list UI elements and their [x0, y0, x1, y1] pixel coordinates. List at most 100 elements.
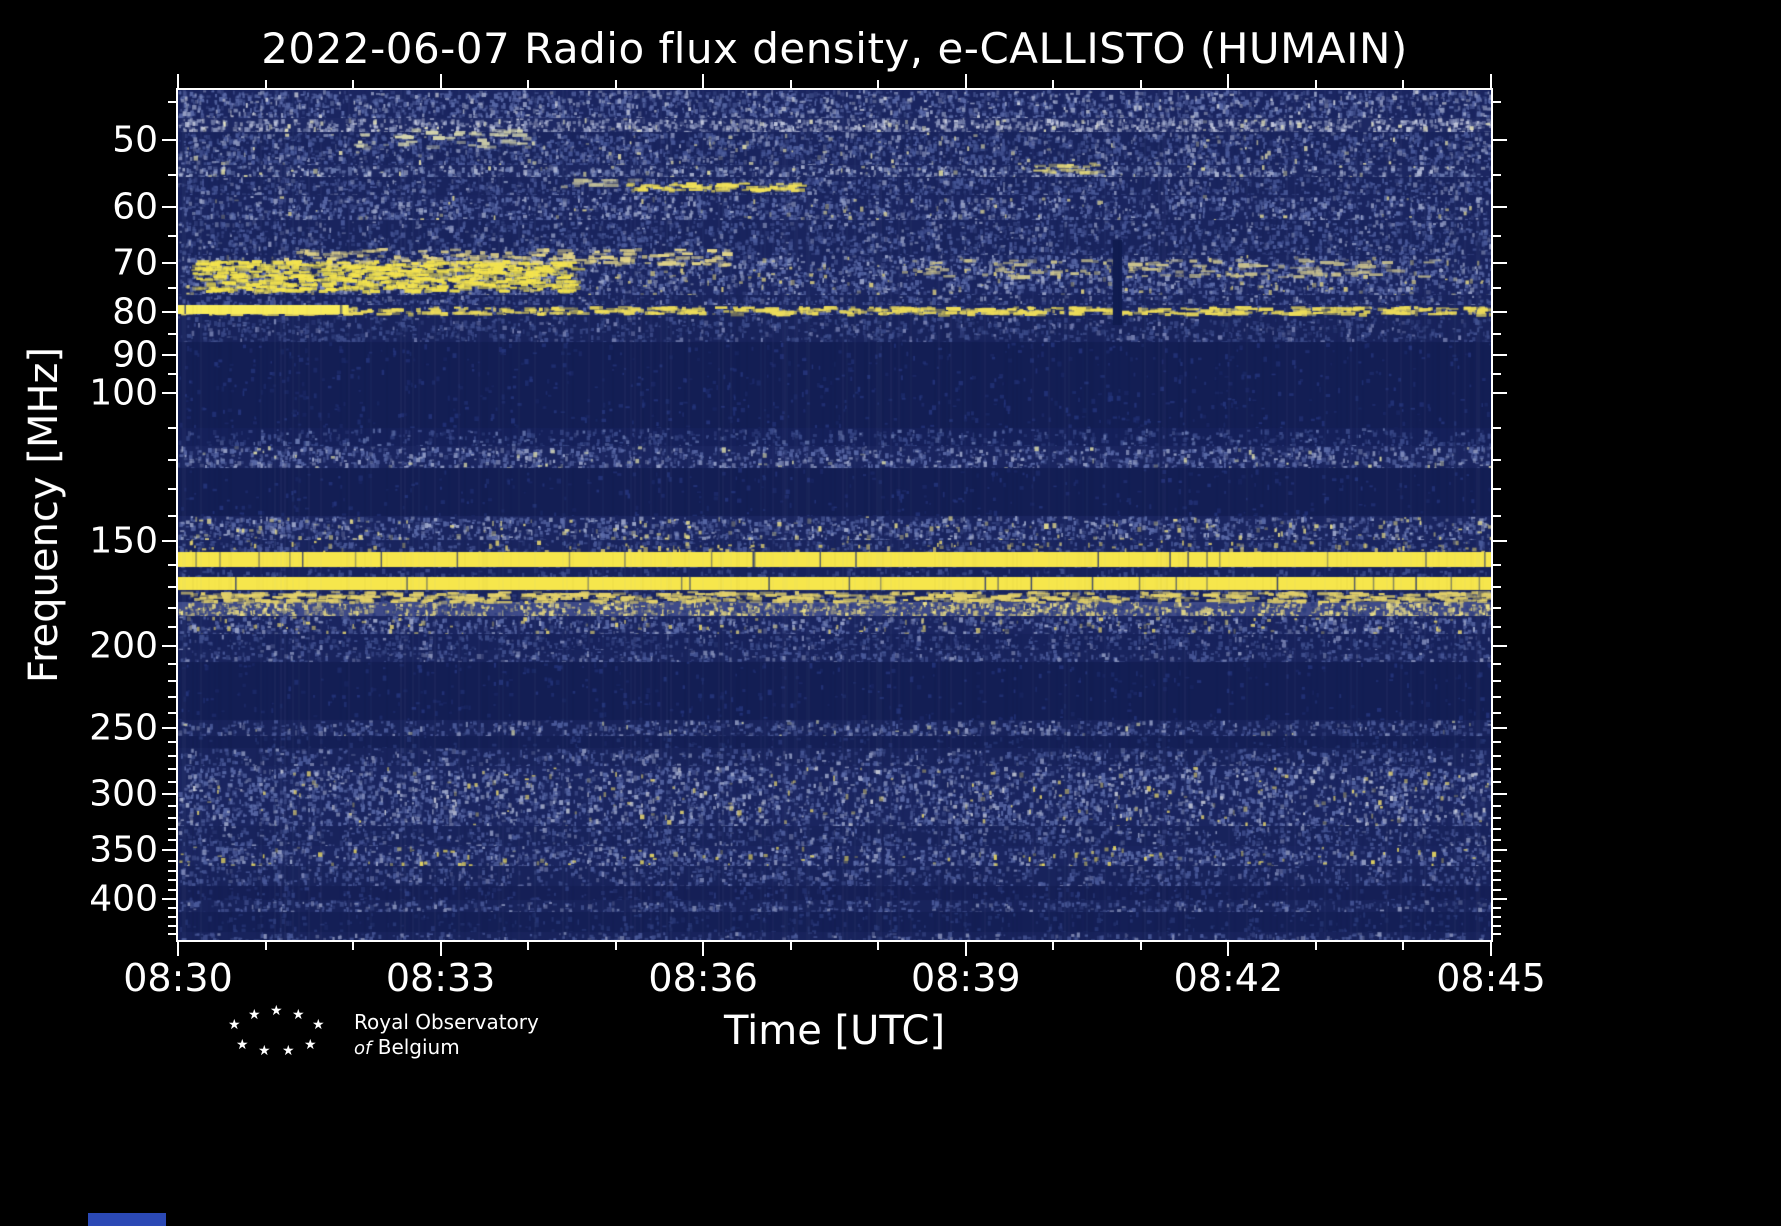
- axis-tick: [1493, 849, 1507, 852]
- axis-tick: [964, 942, 967, 956]
- logo-line1: Royal Observatory: [354, 1010, 539, 1034]
- x-tick-label: 08:45: [1436, 956, 1546, 1000]
- axis-tick: [1493, 805, 1501, 808]
- axis-tick: [168, 933, 176, 935]
- axis-tick: [168, 426, 176, 429]
- axis-tick: [1052, 80, 1055, 88]
- y-tick-label: 100: [89, 372, 158, 414]
- axis-tick: [168, 740, 176, 743]
- axis-tick: [168, 767, 176, 770]
- logo-stars-icon: ★ ★ ★ ★ ★ ★ ★ ★ ★: [228, 1002, 332, 1060]
- y-tick-label: 60: [112, 186, 158, 228]
- axis-tick: [168, 563, 176, 566]
- y-tick-label: 90: [112, 334, 158, 376]
- axis-tick: [1493, 924, 1501, 927]
- axis-tick: [168, 859, 176, 862]
- axis-tick: [352, 80, 355, 88]
- axis-tick: [162, 310, 176, 313]
- axis-tick: [1493, 332, 1501, 335]
- axis-tick: [162, 793, 176, 796]
- axis-tick: [177, 74, 179, 88]
- axis-tick: [789, 80, 792, 88]
- y-tick-label: 80: [112, 291, 158, 333]
- axis-tick: [1493, 859, 1501, 862]
- axis-tick: [168, 679, 176, 682]
- axis-tick: [1493, 392, 1507, 395]
- y-tick-label: 70: [112, 242, 158, 284]
- star-icon: ★: [292, 1007, 305, 1023]
- y-axis-label: Frequency [MHz]: [21, 346, 67, 684]
- star-icon: ★: [282, 1043, 295, 1059]
- axis-tick: [614, 942, 617, 950]
- x-axis-label: Time [UTC]: [723, 1008, 946, 1054]
- axis-tick: [439, 942, 442, 956]
- axis-tick: [162, 645, 176, 648]
- axis-tick: [168, 816, 176, 819]
- axis-tick: [1227, 74, 1230, 88]
- axis-tick: [168, 838, 176, 841]
- spectrogram-canvas: [178, 90, 1491, 940]
- bottom-left-blue-artifact: [88, 1213, 166, 1226]
- axis-tick: [168, 907, 176, 910]
- axis-tick: [1493, 827, 1501, 830]
- logo-belgium: Belgium: [377, 1035, 460, 1059]
- axis-tick: [1493, 373, 1501, 376]
- axis-tick: [1493, 234, 1501, 237]
- star-icon: ★: [248, 1007, 261, 1023]
- axis-tick: [1493, 726, 1507, 729]
- axis-tick: [162, 392, 176, 395]
- axis-tick: [168, 585, 176, 588]
- x-tick-label: 08:39: [911, 956, 1021, 1000]
- axis-tick: [1493, 780, 1501, 783]
- axis-tick: [1493, 816, 1501, 819]
- axis-tick: [168, 606, 176, 609]
- axis-tick: [614, 80, 617, 88]
- y-tick-label: 350: [89, 829, 158, 871]
- axis-tick: [168, 487, 176, 490]
- y-tick-label: 150: [89, 520, 158, 562]
- star-icon: ★: [270, 1003, 283, 1019]
- axis-tick: [1139, 942, 1142, 950]
- axis-tick: [1493, 606, 1501, 609]
- axis-tick: [1493, 888, 1501, 891]
- rob-logo: ★ ★ ★ ★ ★ ★ ★ ★ ★ Royal Observatory of Belgium: [228, 1002, 548, 1064]
- axis-tick: [168, 805, 176, 808]
- axis-tick: [162, 898, 176, 901]
- axis-tick: [162, 139, 176, 141]
- axis-tick: [168, 924, 176, 927]
- axis-tick: [527, 80, 530, 88]
- axis-tick: [168, 514, 176, 517]
- star-icon: ★: [312, 1017, 325, 1033]
- axis-tick: [168, 458, 176, 461]
- spectrogram-plot-area: [176, 88, 1493, 942]
- axis-tick: [168, 711, 176, 714]
- axis-tick: [1493, 662, 1501, 665]
- axis-tick: [162, 205, 176, 208]
- axis-tick: [162, 353, 176, 356]
- axis-tick: [1314, 942, 1317, 950]
- axis-tick: [168, 879, 176, 882]
- axis-tick: [1227, 942, 1230, 956]
- axis-tick: [177, 942, 179, 956]
- axis-tick: [1493, 754, 1501, 757]
- chart-title: 2022-06-07 Radio flux density, e-CALLIST…: [261, 24, 1408, 73]
- star-icon: ★: [236, 1037, 249, 1053]
- axis-tick: [168, 173, 176, 176]
- axis-tick: [1402, 80, 1405, 88]
- axis-tick: [168, 696, 176, 699]
- axis-tick: [1314, 80, 1317, 88]
- y-tick-label: 300: [89, 773, 158, 815]
- axis-tick: [162, 540, 176, 543]
- axis-tick: [1493, 869, 1501, 872]
- axis-tick: [1493, 916, 1501, 919]
- axis-tick: [1493, 907, 1501, 910]
- y-tick-label: 50: [112, 119, 158, 161]
- axis-tick: [168, 287, 176, 290]
- axis-tick: [877, 942, 880, 950]
- axis-tick: [1493, 563, 1501, 566]
- axis-tick: [1490, 942, 1492, 956]
- axis-tick: [1493, 514, 1501, 517]
- axis-tick: [264, 942, 267, 950]
- axis-tick: [168, 332, 176, 335]
